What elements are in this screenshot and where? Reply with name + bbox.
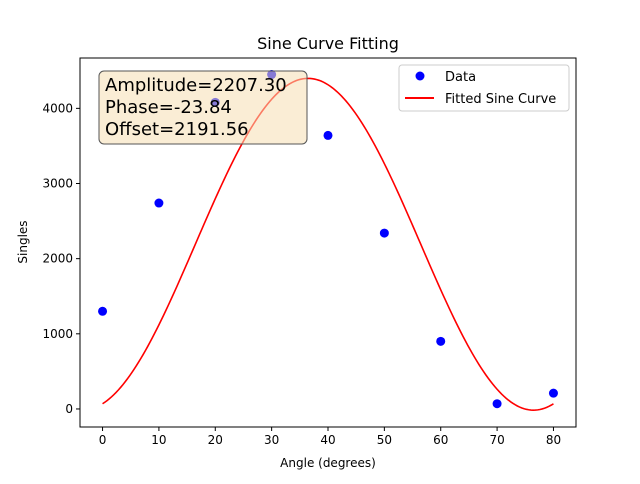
legend: Data Fitted Sine Curve [398,64,570,112]
x-axis: 0 10 20 30 40 50 60 70 80 [99,427,561,447]
annotation-box [98,70,308,145]
fit-annotation: Amplitude=2207.30 Phase=-23.84 Offset=21… [98,70,308,145]
data-point [436,336,446,346]
x-tick-label: 30 [264,433,279,447]
legend-frame [398,64,570,112]
x-tick-label: 80 [546,433,561,447]
y-axis: 0 1000 2000 3000 4000 [42,101,80,416]
legend-label-data: Data [445,70,476,85]
y-tick-label: 4000 [42,101,73,115]
data-point [323,130,333,140]
y-tick-label: 1000 [42,327,73,341]
x-tick-label: 20 [208,433,223,447]
plot-area [98,70,558,411]
y-tick-label: 2000 [42,252,73,266]
annotation-phase: Phase=-23.84 [105,97,232,118]
y-tick-label: 3000 [42,177,73,191]
annotation-amplitude: Amplitude=2207.30 [105,75,287,96]
x-tick-label: 70 [489,433,504,447]
x-tick-label: 40 [320,433,335,447]
annotation-offset: Offset=2191.56 [105,119,249,140]
x-axis-label: Angle (degrees) [280,456,376,470]
y-axis-label: Singles [16,220,30,263]
legend-marker-data [415,71,425,81]
x-tick-label: 10 [151,433,166,447]
y-tick-label: 0 [65,402,73,416]
fitted-curve-line [102,77,554,411]
data-point [492,399,502,409]
data-point [379,228,389,238]
x-tick-label: 0 [99,433,107,447]
x-tick-label: 50 [377,433,392,447]
legend-label-fit: Fitted Sine Curve [445,92,556,107]
data-point [98,306,108,316]
data-point [548,388,558,398]
data-point [154,198,164,208]
chart-title: Sine Curve Fitting [257,34,399,53]
x-tick-label: 60 [433,433,448,447]
